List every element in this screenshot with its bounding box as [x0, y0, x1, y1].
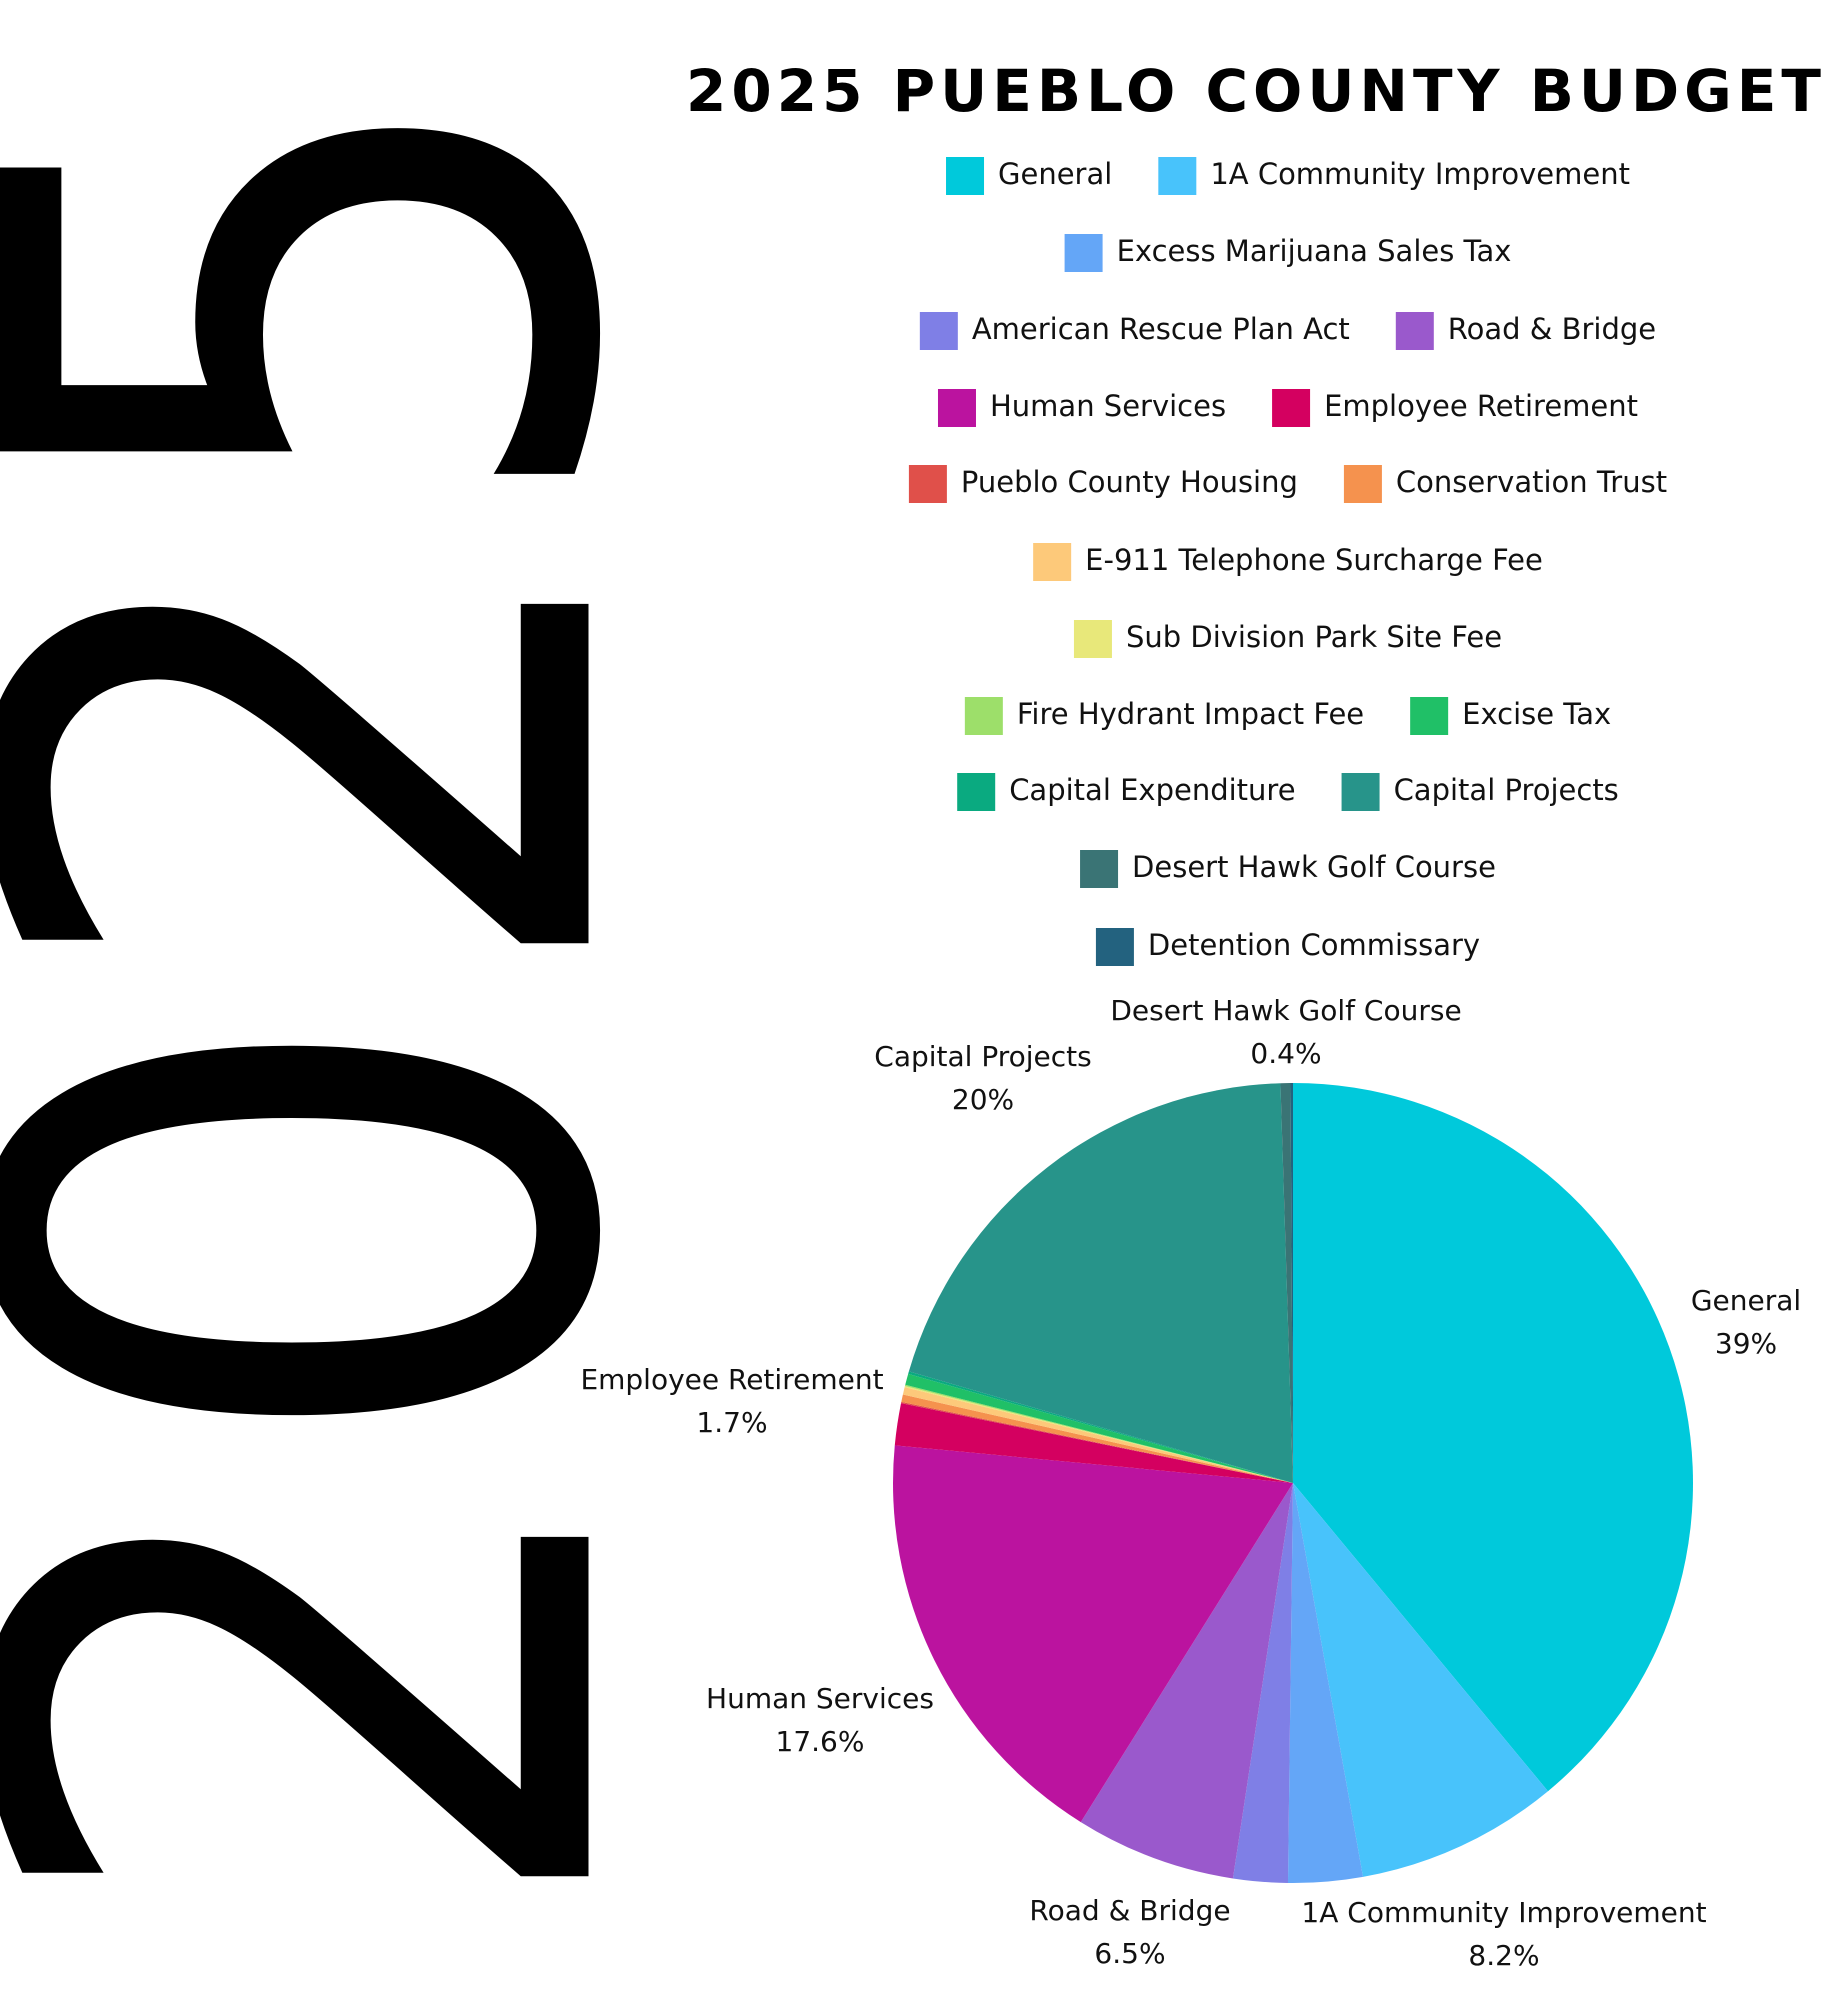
legend-label: E-911 Telephone Surcharge Fee	[1085, 543, 1543, 577]
legend-swatch	[1272, 389, 1311, 427]
legend-label: Pueblo County Housing	[961, 465, 1298, 499]
side-text: 2025	[0, 64, 782, 1930]
slice-label: 1A Community Improvement	[1301, 1896, 1706, 1929]
value-label: 39%	[1715, 1327, 1777, 1360]
legend-label: Fire Hydrant Impact Fee	[1017, 697, 1364, 731]
legend-label: American Rescue Plan Act	[972, 312, 1350, 346]
legend-label: General	[998, 157, 1112, 191]
pie-slice	[904, 1384, 1293, 1483]
pie-slice	[1290, 1083, 1293, 1483]
pie-slice	[902, 1387, 1293, 1483]
legend-label: Road & Bridge	[1448, 312, 1656, 346]
pie-slice	[908, 1083, 1293, 1483]
pie-slice	[905, 1373, 1293, 1483]
value-label: 1.7%	[696, 1406, 767, 1439]
pie-slice	[901, 1394, 1293, 1483]
slice-label: General	[1691, 1284, 1801, 1317]
chart-title: 2025 PUEBLO COUNTY BUDGET	[686, 57, 1826, 125]
legend-swatch	[1410, 697, 1449, 735]
legend-label: Detention Commissary	[1148, 928, 1480, 962]
legend-label: Employee Retirement	[1324, 389, 1638, 423]
slice-label: Road & Bridge	[1029, 1894, 1230, 1927]
legend-swatch	[957, 773, 996, 811]
legend-label: Capital Expenditure	[1009, 773, 1295, 807]
slice-label: Capital Projects	[874, 1040, 1091, 1073]
legend-swatch	[964, 697, 1003, 735]
value-label: 17.6%	[776, 1725, 865, 1758]
slice-label: Desert Hawk Golf Course	[1110, 994, 1461, 1027]
legend-label: 1A Community Improvement	[1210, 157, 1630, 191]
pie-slice	[893, 1445, 1293, 1823]
legend-label: Human Services	[990, 389, 1226, 423]
legend-swatch	[1343, 465, 1382, 503]
legend-swatch	[1064, 234, 1103, 272]
legend-swatch	[908, 465, 947, 503]
slice-label: Human Services	[706, 1682, 934, 1715]
pie-slice	[1287, 1483, 1364, 1883]
legend-swatch	[1033, 543, 1072, 581]
legend-label: Excise Tax	[1462, 697, 1611, 731]
legend-swatch	[937, 389, 976, 427]
value-label: 20%	[952, 1083, 1014, 1116]
value-label: 0.4%	[1250, 1037, 1321, 1070]
slice-label: Employee Retirement	[580, 1363, 883, 1396]
legend-swatch	[1395, 312, 1434, 350]
legend-label: Conservation Trust	[1396, 465, 1667, 499]
pie-slice	[901, 1401, 1293, 1483]
legend-label: Desert Hawk Golf Course	[1132, 850, 1496, 884]
pie-slice	[1080, 1483, 1293, 1879]
pie-slice	[904, 1385, 1293, 1483]
legend-label: Capital Projects	[1394, 773, 1619, 807]
value-label: 6.5%	[1094, 1937, 1165, 1970]
legend-label: Sub Division Park Site Fee	[1126, 620, 1502, 654]
pie-slice	[1293, 1483, 1548, 1877]
value-label: 8.2%	[1468, 1939, 1539, 1972]
pie-slice	[1232, 1483, 1293, 1883]
legend-swatch	[1095, 928, 1134, 966]
legend-swatch	[1158, 157, 1197, 195]
legend-swatch	[919, 312, 958, 350]
legend-swatch	[946, 157, 985, 195]
pie-slice	[894, 1403, 1293, 1483]
legend-swatch	[1341, 773, 1380, 811]
legend-swatch	[1073, 620, 1112, 658]
legend-swatch	[1080, 850, 1119, 888]
pie-slice	[1280, 1083, 1293, 1483]
pie-slice	[908, 1371, 1293, 1483]
legend-label: Excess Marijuana Sales Tax	[1117, 234, 1512, 268]
pie-slice	[1293, 1083, 1693, 1792]
